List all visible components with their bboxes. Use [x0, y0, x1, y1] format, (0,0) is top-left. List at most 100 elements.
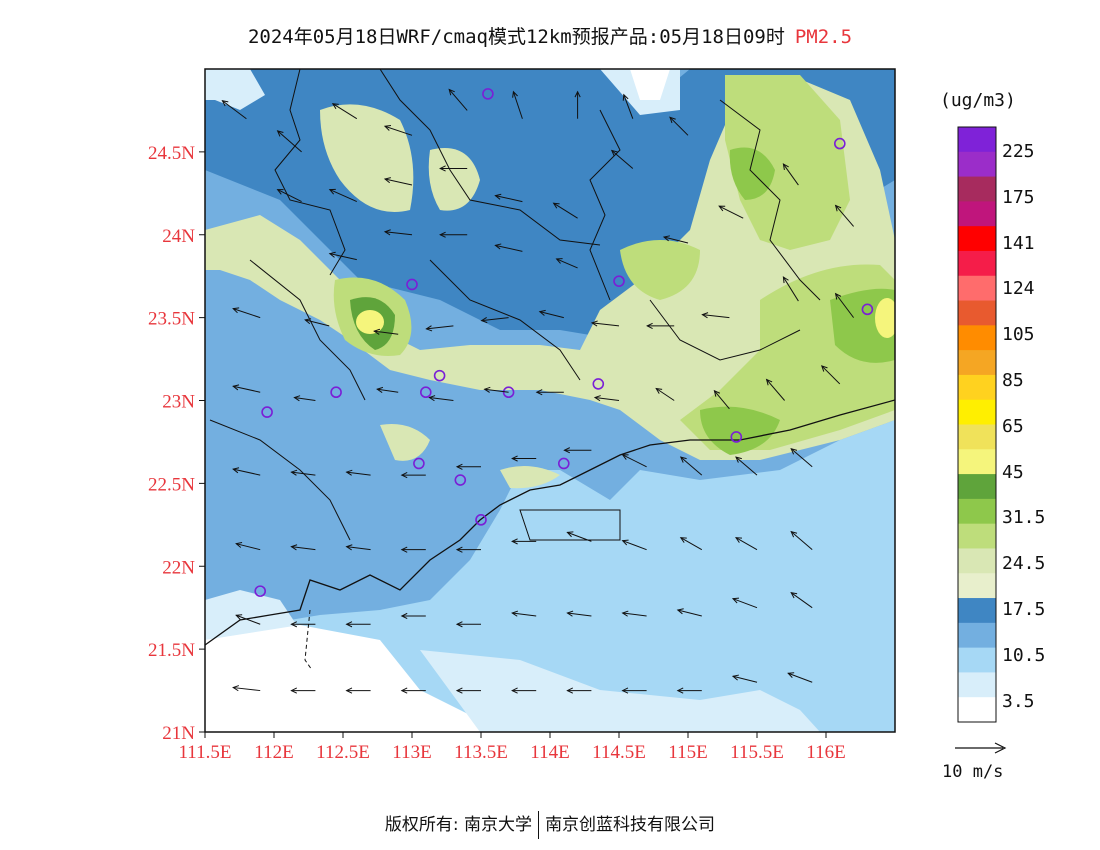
colorbar-swatch [958, 449, 996, 475]
wind-arrow [290, 621, 316, 628]
wind-arrow [383, 125, 413, 136]
lat-tick-label: 22.5N [148, 474, 195, 495]
north-clean-core [630, 69, 670, 100]
legend-label: 141 [1002, 232, 1035, 254]
lat-tick-label: 24N [162, 226, 195, 247]
colorbar-swatch [958, 250, 996, 277]
wind-arrow [345, 687, 371, 694]
wind-arrow [735, 537, 758, 551]
wind-arrow [331, 103, 358, 120]
wind-arrow [610, 149, 634, 169]
border-line [649, 299, 801, 361]
wind-arrow [512, 90, 523, 119]
monitoring-site-marker [413, 457, 425, 470]
border-line [379, 69, 601, 246]
colorbar-frame [957, 126, 997, 723]
wind-arrow [455, 463, 481, 470]
wind-arrow [679, 537, 703, 551]
monitoring-site-marker [833, 137, 846, 150]
legend-label: 17.5 [1002, 599, 1046, 620]
colorbar-swatch [958, 523, 996, 549]
central-elevated-patch [620, 240, 700, 300]
colorbar-swatch [958, 325, 996, 351]
wind-arrow [713, 389, 730, 410]
site-markers [254, 88, 874, 597]
colorbar-swatch [958, 647, 996, 673]
estuary-moderate-patch [500, 466, 560, 489]
border-line [209, 419, 351, 541]
concentration-field [205, 69, 895, 732]
monitoring-site-marker [419, 386, 432, 399]
delta-moderate-patch [380, 424, 430, 461]
wind-arrow [622, 93, 634, 119]
wind-arrow [676, 687, 702, 694]
wind-arrow [679, 456, 703, 476]
lon-axis: 111.5E 112E 112.5E 113E 113.5E 114E 114.5E 115E… [179, 732, 846, 763]
monitoring-site-marker [502, 386, 515, 399]
title-main: 2024年05月18日WRF/cmaq模式12km预报产品:05月18日09时 [247, 26, 785, 48]
wind-arrow [235, 614, 261, 625]
lon-tick-label: 113E [392, 742, 431, 763]
legend-label: 175 [1002, 186, 1035, 208]
colorbar-swatch [958, 300, 996, 326]
moderate-zone [205, 75, 895, 460]
wind-arrow [566, 531, 592, 542]
colorbar-swatch [958, 374, 996, 401]
wind-arrow [383, 177, 413, 186]
footer-separator [538, 811, 540, 839]
wind-arrow [290, 687, 316, 694]
legend-label: 124 [1002, 278, 1035, 300]
footer-left: 版权所有: 南京大学 [384, 815, 533, 835]
border-line [304, 609, 313, 671]
lon-tick-label: 114.5E [592, 742, 646, 763]
colorbar-swatch [958, 697, 996, 723]
wind-arrow [400, 612, 426, 620]
monitoring-site-marker [330, 386, 342, 399]
wind-arrow [566, 687, 592, 694]
wind-arrow [834, 292, 854, 318]
monitoring-site-marker [454, 474, 467, 486]
lat-tick-label: 23N [162, 392, 195, 413]
monitoring-site-marker [475, 514, 487, 526]
wind-arrow [439, 231, 468, 238]
wind-arrow [276, 130, 302, 153]
northwest-clean-patch [205, 69, 265, 110]
wind-arrow [511, 687, 537, 694]
wind-arrow [428, 395, 454, 402]
lon-tick-label: 112E [254, 742, 293, 763]
wind-arrow [621, 539, 647, 551]
monitoring-site-marker [861, 303, 874, 316]
wind-arrow [718, 205, 744, 219]
wind-arrow [293, 395, 316, 402]
wind-arrow [535, 389, 564, 396]
wind-arrow [304, 318, 330, 327]
lat-tick-label: 23.5N [148, 309, 195, 330]
wind-arrow [400, 687, 426, 694]
legend-unit: (ug/m3) [940, 90, 1016, 111]
footer-right: 南京创蓝科技有限公司 [545, 815, 716, 835]
wind-arrow [328, 188, 358, 203]
wind-arrow [574, 90, 581, 119]
lat-tick-label: 21.5N [148, 640, 195, 661]
copyright-footer: 版权所有: 南京大学 南京创蓝科技有限公司 [0, 810, 1100, 839]
wind-arrow [676, 608, 702, 617]
map-title: 2024年05月18日WRF/cmaq模式12km预报产品:05月18日09时 P… [0, 22, 1100, 49]
wind-arrow [735, 456, 758, 476]
wind-arrow [290, 544, 316, 551]
coastline [205, 399, 895, 646]
colorbar-swatch [958, 474, 996, 500]
southwest-clean-zone [205, 625, 520, 732]
colorbar-swatch [958, 598, 996, 624]
colorbar-swatch [958, 275, 996, 301]
colorbar-swatch [958, 399, 996, 425]
colorbar-swatch [958, 573, 996, 599]
wind-arrow [290, 469, 316, 476]
legend-label: 85 [1002, 370, 1024, 391]
wind-arrow [669, 116, 689, 136]
colorbar-swatch [958, 548, 996, 574]
monitoring-site-marker [433, 369, 446, 382]
northeast-elevated-zone [725, 75, 850, 250]
wind-arrow [511, 610, 537, 617]
lon-tick-label: 116E [806, 742, 845, 763]
wind-arrow [646, 322, 675, 329]
